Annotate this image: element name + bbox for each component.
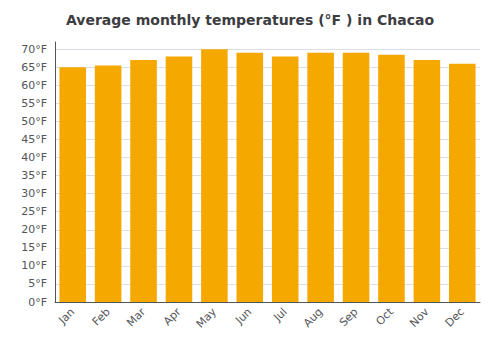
svg-text:Apr: Apr xyxy=(161,305,184,328)
svg-text:Average monthly temperatures (: Average monthly temperatures (°F ) in Ch… xyxy=(66,12,434,28)
svg-text:5°F: 5°F xyxy=(28,277,47,290)
svg-text:May: May xyxy=(194,305,220,331)
svg-text:Jun: Jun xyxy=(232,305,254,327)
svg-text:Sep: Sep xyxy=(337,305,361,329)
svg-text:Feb: Feb xyxy=(90,305,113,328)
svg-text:Aug: Aug xyxy=(301,305,325,329)
svg-text:55°F: 55°F xyxy=(21,97,47,110)
svg-text:Mar: Mar xyxy=(124,305,148,329)
svg-text:20°F: 20°F xyxy=(21,223,47,236)
svg-text:Jan: Jan xyxy=(55,305,77,327)
svg-text:70°F: 70°F xyxy=(21,43,47,56)
svg-text:65°F: 65°F xyxy=(21,61,47,74)
svg-text:50°F: 50°F xyxy=(21,115,47,128)
svg-text:60°F: 60°F xyxy=(21,79,47,92)
svg-text:25°F: 25°F xyxy=(21,205,47,218)
svg-text:0°F: 0°F xyxy=(28,296,47,309)
svg-text:45°F: 45°F xyxy=(21,133,47,146)
svg-text:Oct: Oct xyxy=(373,305,396,328)
svg-text:Jul: Jul xyxy=(271,305,290,324)
svg-text:30°F: 30°F xyxy=(21,187,47,200)
svg-text:35°F: 35°F xyxy=(21,169,47,182)
svg-text:Nov: Nov xyxy=(407,305,432,330)
svg-text:Dec: Dec xyxy=(443,305,467,329)
svg-text:15°F: 15°F xyxy=(21,241,47,254)
svg-text:10°F: 10°F xyxy=(21,259,47,272)
svg-text:40°F: 40°F xyxy=(21,151,47,164)
